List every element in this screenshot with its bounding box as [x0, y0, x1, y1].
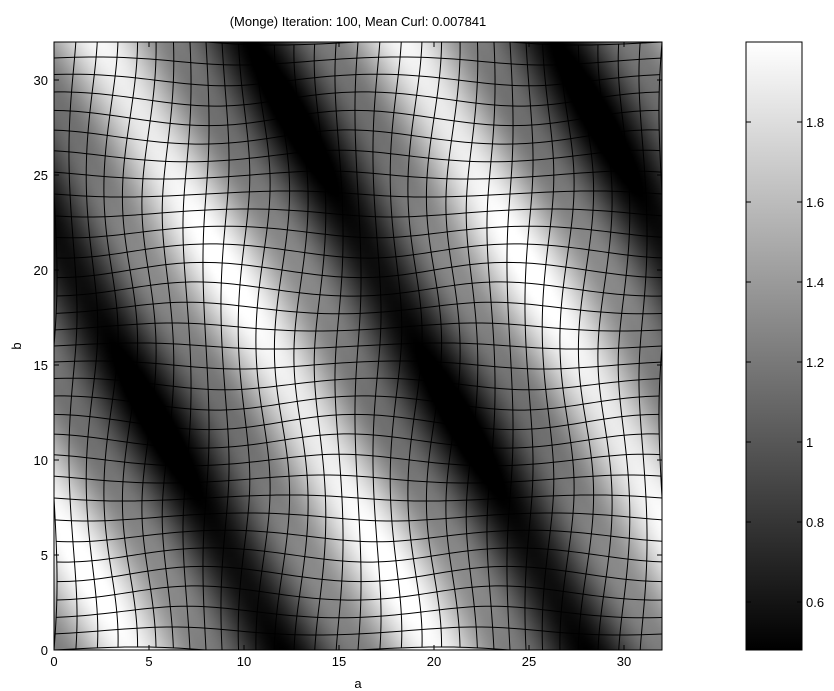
mesh-line-vertical	[407, 42, 423, 648]
colorbar-tick-label: 1	[806, 435, 813, 450]
y-axis: 0 5 10 15 20 25 30	[34, 73, 662, 658]
mesh-line-vertical	[597, 44, 613, 650]
x-tick-label: 30	[617, 654, 631, 669]
x-tick-label: 20	[427, 654, 441, 669]
x-tick-label: 10	[237, 654, 251, 669]
mesh-line-horizontal	[54, 91, 660, 107]
mesh-line-vertical	[524, 43, 534, 650]
y-tick-label: 10	[34, 453, 48, 468]
mesh-line-vertical	[559, 44, 575, 650]
y-tick-label: 30	[34, 73, 48, 88]
mesh-line-horizontal	[54, 42, 662, 46]
colorbar-gradient	[746, 42, 802, 650]
mesh-line-horizontal	[54, 646, 662, 650]
x-tick-label: 5	[145, 654, 152, 669]
y-tick-label: 25	[34, 168, 48, 183]
y-tick-label: 20	[34, 263, 48, 278]
colorbar-tick-label: 0.8	[806, 515, 824, 530]
x-axis-label: a	[354, 676, 362, 691]
mesh-line-horizontal	[56, 225, 662, 239]
mesh-line-vertical	[425, 42, 443, 647]
mesh-line-horizontal	[54, 342, 662, 350]
y-tick-label: 5	[41, 548, 48, 563]
mesh-line-vertical	[577, 45, 595, 650]
colorbar-tick-label: 1.6	[806, 195, 824, 210]
mesh-line-vertical	[445, 42, 461, 648]
plot-frame	[53, 41, 663, 651]
mesh-line-horizontal	[54, 129, 660, 145]
mesh-line-vertical	[389, 42, 403, 648]
mesh-line-vertical	[541, 44, 555, 650]
plot-area	[53, 41, 663, 651]
chart-title: (Monge) Iteration: 100, Mean Curl: 0.007…	[230, 14, 487, 29]
mesh-line-horizontal	[56, 243, 662, 259]
y-tick-label: 15	[34, 358, 48, 373]
mesh-line-vertical	[486, 42, 496, 649]
mesh-line-horizontal	[55, 322, 662, 332]
mesh-line-horizontal	[55, 208, 662, 218]
colorbar-tick-label: 1.8	[806, 115, 824, 130]
deformed-grid-mesh	[54, 42, 662, 650]
x-axis: 0 5 10 15 20 25 30	[50, 42, 631, 669]
mesh-line-horizontal	[54, 190, 662, 198]
x-tick-label: 25	[522, 654, 536, 669]
colorbar: 0.6 0.8 1 1.2 1.4 1.6 1.8	[745, 41, 824, 651]
mesh-line-horizontal	[57, 261, 662, 279]
x-tick-label: 0	[50, 654, 57, 669]
mesh-line-vertical	[372, 42, 382, 649]
y-tick-label: 0	[41, 643, 48, 658]
colorbar-frame	[745, 41, 803, 651]
mesh-line-horizontal	[56, 301, 662, 315]
colorbar-ticks: 0.6 0.8 1 1.2 1.4 1.6 1.8	[746, 115, 824, 610]
mesh-line-horizontal	[56, 281, 662, 297]
mesh-line-vertical	[638, 43, 648, 650]
mesh-line-vertical	[617, 44, 631, 650]
mesh-line-horizontal	[54, 170, 661, 180]
mesh-line-horizontal	[54, 73, 660, 87]
colorbar-tick-label: 0.6	[806, 595, 824, 610]
x-tick-label: 15	[332, 654, 346, 669]
colorbar-tick-label: 1.4	[806, 275, 824, 290]
y-axis-label: b	[9, 342, 24, 349]
mesh-line-vertical	[658, 42, 662, 650]
mesh-line-vertical	[465, 42, 479, 648]
mesh-line-vertical	[506, 42, 514, 650]
colorbar-tick-label: 1.2	[806, 355, 824, 370]
mesh-line-horizontal	[54, 149, 660, 163]
mesh-line-horizontal	[54, 109, 659, 127]
mesh-line-horizontal	[54, 56, 661, 66]
